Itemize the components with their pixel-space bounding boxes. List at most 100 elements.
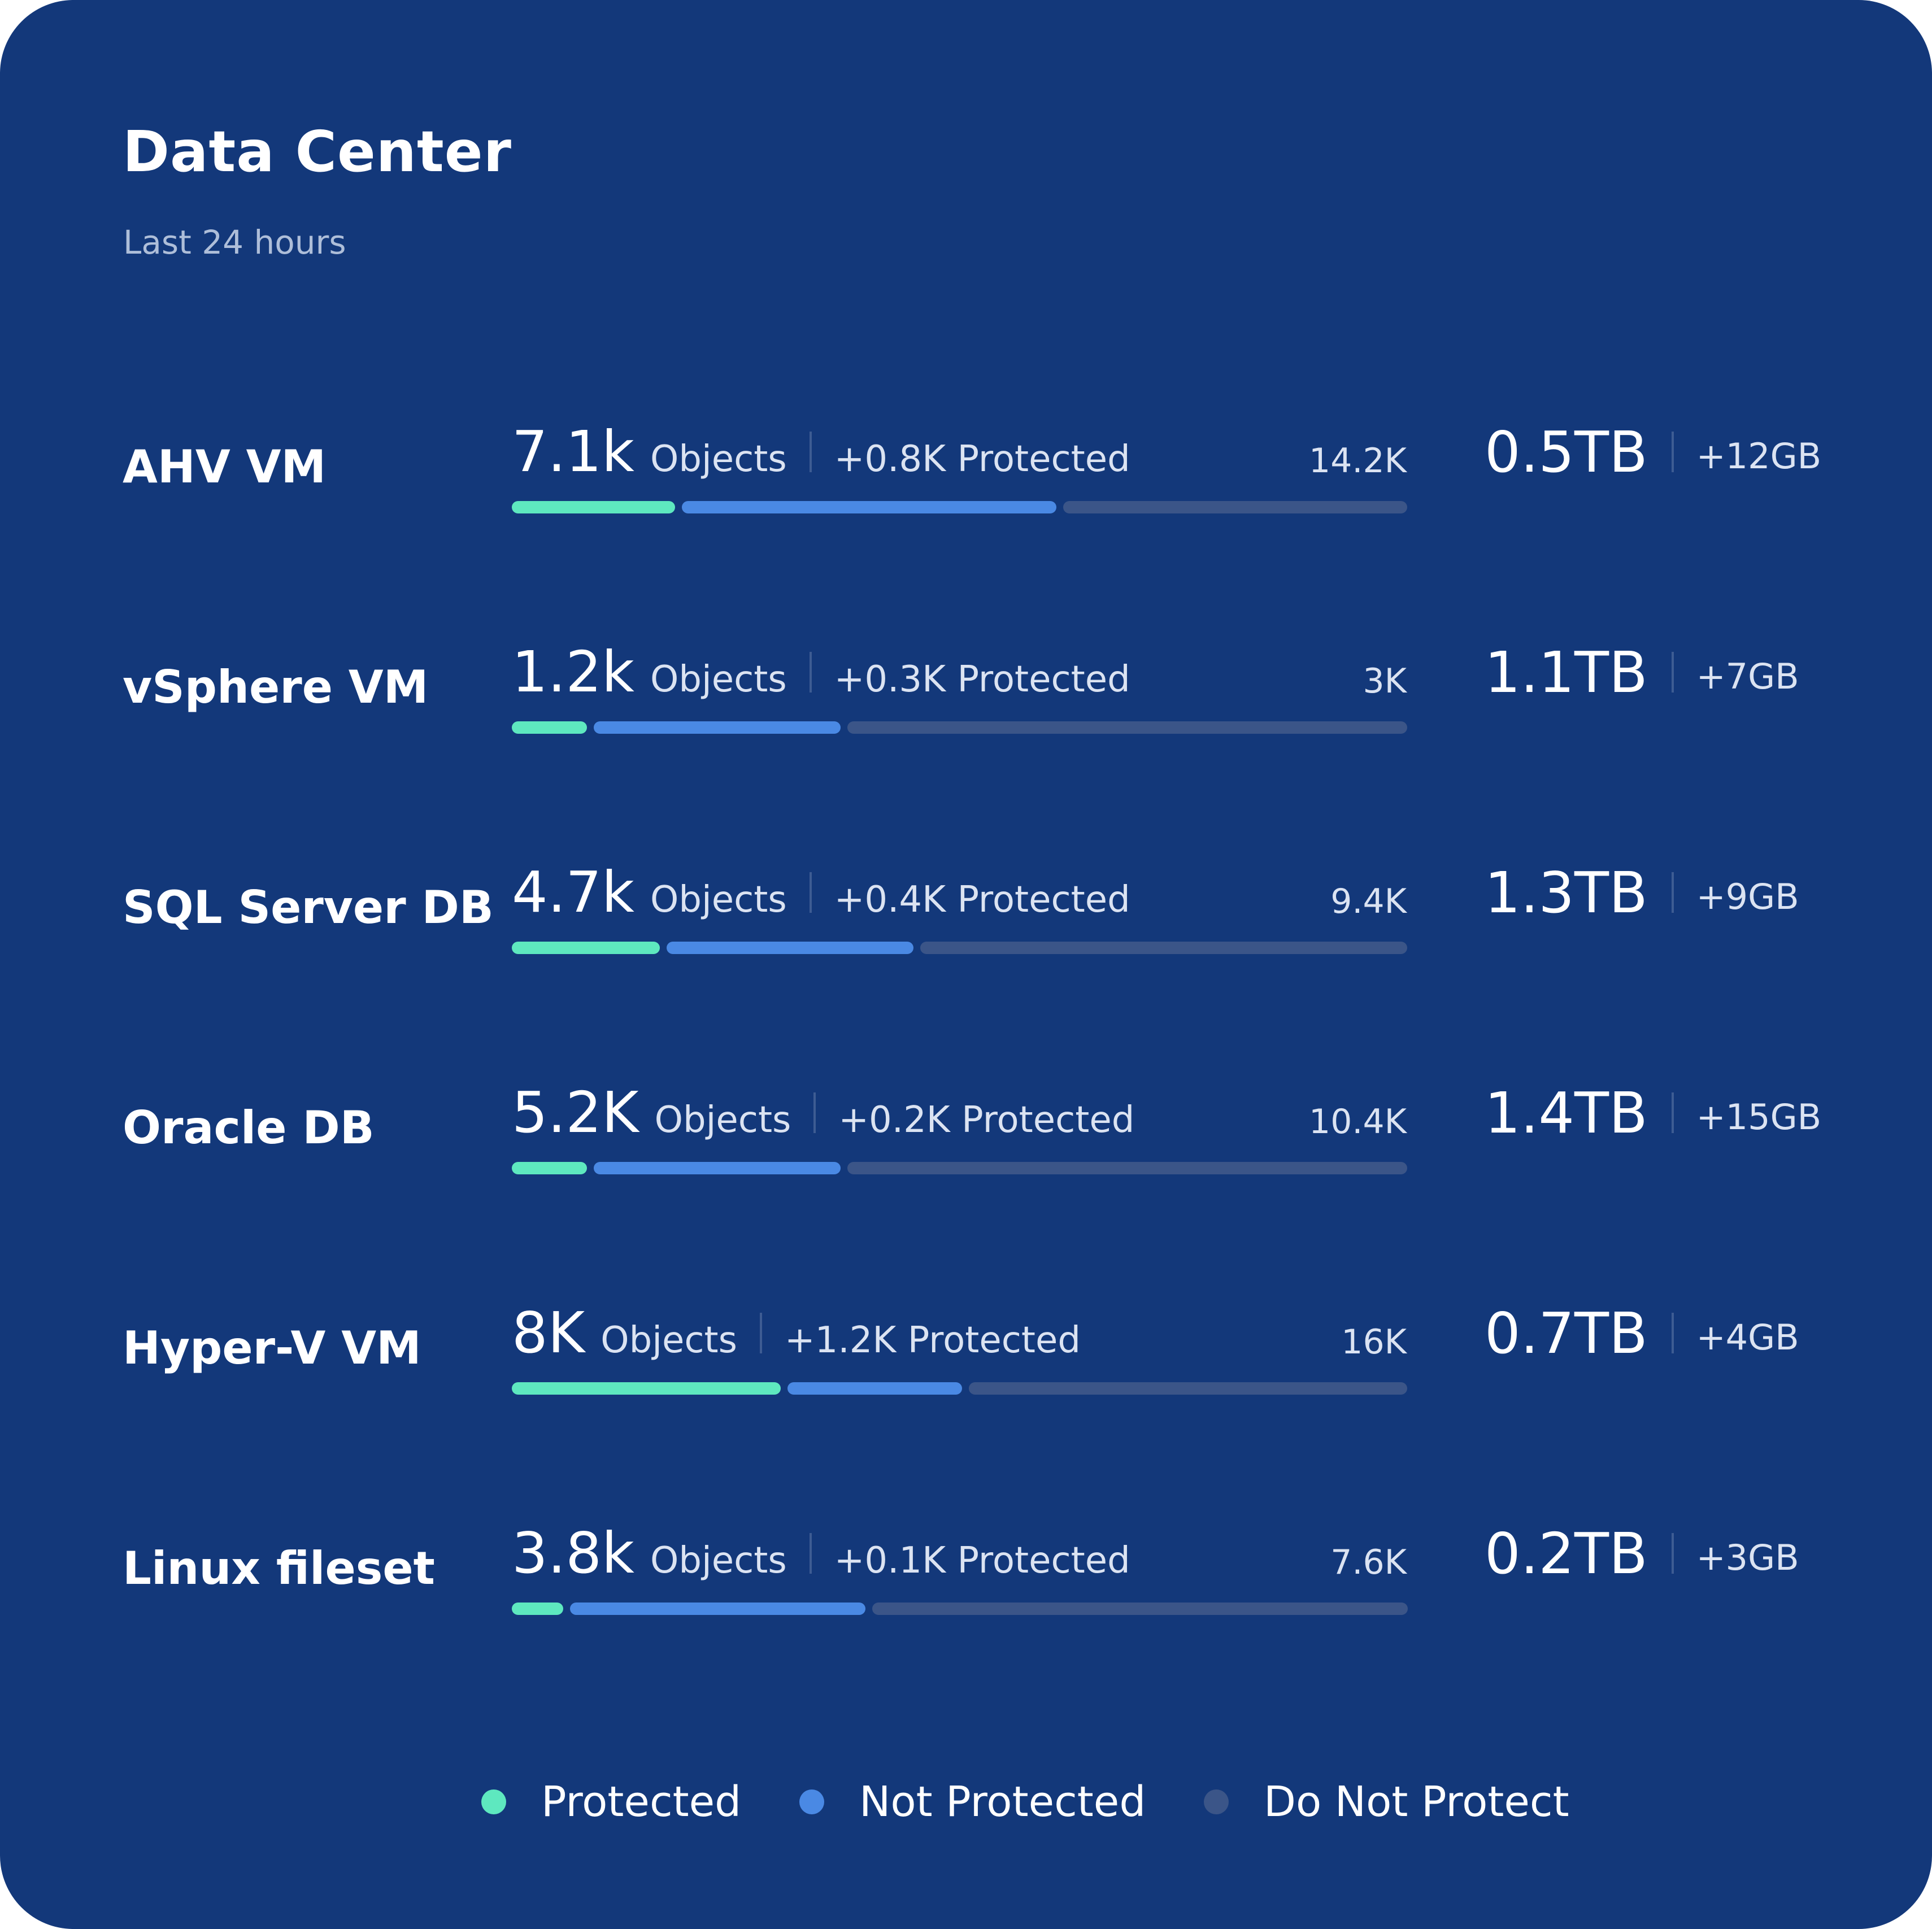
protection-bar: [512, 721, 1407, 734]
protected-delta: +0.3K Protected: [834, 659, 1130, 700]
legend-item-protected: Protected: [481, 1768, 741, 1836]
bar-segment-do-not-protect: [872, 1603, 1408, 1615]
bar-segment-not-protected: [594, 1162, 841, 1174]
protection-bar: [512, 1382, 1407, 1395]
bar-segment-do-not-protect: [969, 1382, 1407, 1395]
bar-segment-not-protected: [594, 721, 841, 734]
divider: [809, 1533, 812, 1574]
object-count-value: 4.7k: [512, 859, 634, 925]
bar-segment-protected: [512, 501, 675, 513]
object-count-unit: Objects: [650, 659, 787, 700]
protection-bar: [512, 1162, 1407, 1174]
divider: [809, 872, 812, 913]
bar-segment-protected: [512, 1162, 587, 1174]
storage: 0.5TB +12GB: [1485, 415, 1821, 489]
object-count-unit: Objects: [654, 1099, 791, 1141]
object-total: 16K: [1341, 1322, 1407, 1362]
divider: [813, 1092, 816, 1133]
storage-delta: +12GB: [1696, 435, 1822, 477]
storage: 0.2TB +3GB: [1485, 1517, 1799, 1590]
object-count-value: 7.1k: [512, 419, 634, 485]
divider: [1671, 432, 1674, 472]
legend-dot-icon: [799, 1789, 824, 1814]
object-count-value: 3.8k: [512, 1520, 634, 1586]
bar-segment-protected: [512, 721, 587, 734]
divider: [809, 432, 812, 472]
storage-value: 1.4TB: [1485, 1079, 1648, 1146]
bar-segment-not-protected: [682, 501, 1056, 513]
row-sql-server-db: SQL Server DB 4.7k Objects +0.4K Protect…: [0, 856, 1932, 969]
storage-value: 1.1TB: [1485, 639, 1648, 706]
object-count-unit: Objects: [650, 438, 787, 480]
card-title: Data Center: [123, 119, 512, 185]
object-total: 3K: [1363, 661, 1407, 701]
legend-dot-icon: [1204, 1789, 1229, 1814]
row-vsphere-vm: vSphere VM 1.2k Objects +0.3K Protected …: [0, 635, 1932, 748]
storage-delta: +15GB: [1696, 1096, 1822, 1138]
legend-dot-icon: [481, 1789, 506, 1814]
divider: [759, 1313, 762, 1353]
legend-item-do-not-protect: Do Not Protect: [1204, 1768, 1569, 1836]
bar-segment-do-not-protect: [847, 1162, 1407, 1174]
bar-segment-do-not-protect: [847, 721, 1407, 734]
legend-label: Not Protected: [859, 1778, 1146, 1826]
row-hyper-v-vm: Hyper-V VM 8K Objects +1.2K Protected 16…: [0, 1296, 1932, 1409]
bar-segment-not-protected: [667, 942, 913, 954]
bar-segment-do-not-protect: [1063, 501, 1407, 513]
legend: Protected Not Protected Do Not Protect: [0, 1768, 1932, 1836]
object-count-unit: Objects: [650, 1540, 787, 1582]
object-total: 7.6K: [1330, 1543, 1407, 1582]
object-count-value: 8K: [512, 1300, 585, 1366]
object-total: 9.4K: [1330, 882, 1407, 921]
protected-delta: +1.2K Protected: [784, 1320, 1081, 1361]
storage-delta: +9GB: [1696, 876, 1799, 917]
storage-value: 0.2TB: [1485, 1520, 1648, 1587]
protected-delta: +0.2K Protected: [838, 1099, 1135, 1141]
protection-bar: [512, 501, 1407, 513]
protected-delta: +0.8K Protected: [834, 438, 1130, 480]
storage-value: 0.5TB: [1485, 419, 1648, 485]
protection-bar: [512, 1603, 1408, 1615]
row-ahv-vm: AHV VM 7.1k Objects +0.8K Protected 14.2…: [0, 415, 1932, 528]
storage-delta: +7GB: [1696, 655, 1799, 697]
row-label: Oracle DB: [123, 1101, 375, 1154]
storage: 0.7TB +4GB: [1485, 1296, 1799, 1370]
storage: 1.4TB +15GB: [1485, 1076, 1821, 1149]
storage-delta: +4GB: [1696, 1316, 1799, 1358]
bar-segment-protected: [512, 1603, 563, 1615]
bar-segment-protected: [512, 1382, 781, 1395]
object-total: 14.2K: [1309, 441, 1407, 481]
object-total: 10.4K: [1309, 1102, 1407, 1142]
divider: [1671, 652, 1674, 693]
row-label: vSphere VM: [123, 661, 429, 713]
row-label: SQL Server DB: [123, 881, 494, 934]
storage: 1.3TB +9GB: [1485, 856, 1799, 929]
bar-segment-not-protected: [570, 1603, 865, 1615]
storage-value: 1.3TB: [1485, 859, 1648, 926]
legend-label: Do Not Protect: [1264, 1778, 1569, 1826]
row-label: Linux fileset: [123, 1542, 435, 1595]
object-count: 4.7k Objects +0.4K Protected: [512, 856, 1130, 929]
object-count: 1.2k Objects +0.3K Protected: [512, 635, 1130, 709]
divider: [1671, 1092, 1674, 1133]
divider: [1671, 1533, 1674, 1574]
protection-bar: [512, 942, 1407, 954]
storage-delta: +3GB: [1696, 1536, 1799, 1578]
storage: 1.1TB +7GB: [1485, 635, 1799, 709]
protected-delta: +0.1K Protected: [834, 1540, 1130, 1582]
bar-segment-do-not-protect: [920, 942, 1407, 954]
legend-label: Protected: [541, 1778, 742, 1826]
object-count: 7.1k Objects +0.8K Protected: [512, 415, 1130, 489]
object-count: 8K Objects +1.2K Protected: [512, 1296, 1081, 1370]
object-count-value: 5.2K: [512, 1079, 639, 1146]
legend-item-not-protected: Not Protected: [799, 1768, 1146, 1836]
storage-value: 0.7TB: [1485, 1300, 1648, 1366]
object-count: 5.2K Objects +0.2K Protected: [512, 1076, 1134, 1149]
bar-segment-protected: [512, 942, 660, 954]
object-count-unit: Objects: [650, 879, 787, 921]
card-subtitle: Last 24 hours: [123, 223, 346, 262]
protected-delta: +0.4K Protected: [834, 879, 1130, 921]
row-oracle-db: Oracle DB 5.2K Objects +0.2K Protected 1…: [0, 1076, 1932, 1189]
divider: [809, 652, 812, 693]
object-count-unit: Objects: [601, 1320, 737, 1361]
